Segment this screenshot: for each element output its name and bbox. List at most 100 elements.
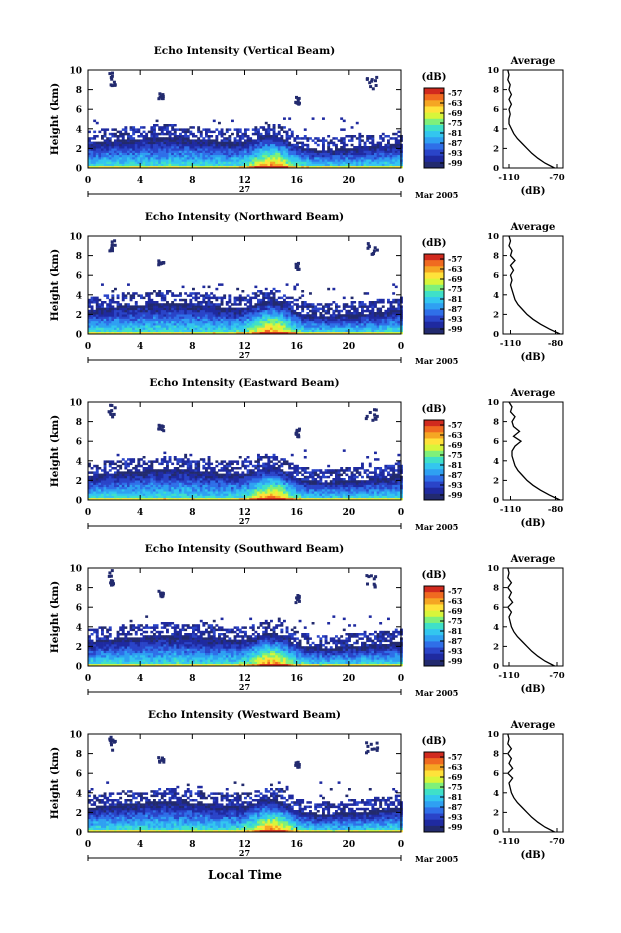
heatmap-cell xyxy=(98,496,101,499)
heatmap-cell xyxy=(278,312,281,315)
heatmap-cell xyxy=(130,319,133,322)
heatmap-cell xyxy=(304,155,307,158)
heatmap-cell xyxy=(345,323,348,326)
heatmap-cell xyxy=(158,487,161,490)
heatmap-cell xyxy=(163,452,166,455)
heatmap-cell xyxy=(265,159,268,162)
heatmap-cell xyxy=(215,319,218,322)
heatmap-cell xyxy=(184,487,187,490)
heatmap-cell xyxy=(218,310,221,313)
heatmap-cell xyxy=(182,144,185,147)
heatmap-cell xyxy=(296,146,299,149)
heatmap-cell xyxy=(156,142,159,145)
heatmap-cell xyxy=(143,460,146,463)
heatmap-cell xyxy=(395,316,398,319)
heatmap-cell xyxy=(187,308,190,311)
heatmap-cell xyxy=(109,460,112,463)
heatmap-cell xyxy=(158,493,161,496)
x-tick-label: 8 xyxy=(189,342,195,352)
heatmap-cell xyxy=(91,319,94,322)
heatmap-cell xyxy=(143,489,146,492)
heatmap-cell xyxy=(140,474,143,477)
heatmap-cell xyxy=(202,142,205,145)
heatmap-cell xyxy=(111,128,114,131)
heatmap-cell xyxy=(215,491,218,494)
heatmap-cell xyxy=(91,137,94,140)
heatmap-cell xyxy=(195,164,198,167)
heatmap-cell xyxy=(343,157,346,160)
heatmap-cell xyxy=(205,327,208,330)
heatmap-cell xyxy=(280,330,283,333)
heatmap-cell xyxy=(200,314,203,317)
heatmap-cell xyxy=(377,312,380,315)
heatmap-cell xyxy=(231,133,234,136)
heatmap-cell xyxy=(117,142,120,145)
heatmap-cell xyxy=(161,482,164,485)
heatmap-cell xyxy=(395,308,398,311)
heatmap-cell xyxy=(117,159,120,162)
heatmap-cell xyxy=(288,301,291,304)
heatmap-cell xyxy=(153,148,156,151)
heatmap-cell xyxy=(392,283,395,286)
heatmap-cell xyxy=(244,460,247,463)
heatmap-cell xyxy=(288,305,291,308)
heatmap-cell xyxy=(249,310,252,313)
heatmap-cell xyxy=(184,146,187,149)
heatmap-cell xyxy=(223,148,226,151)
heatmap-cell xyxy=(200,305,203,308)
heatmap-cell xyxy=(366,292,369,295)
x-tick-label: 8 xyxy=(189,176,195,186)
heatmap-cell xyxy=(106,491,109,494)
heatmap-cell xyxy=(135,493,138,496)
heatmap-cell xyxy=(304,303,307,306)
heatmap-cell xyxy=(202,319,205,322)
heatmap-cell xyxy=(124,155,127,158)
heatmap-cell xyxy=(195,155,198,158)
heatmap-cell xyxy=(343,155,346,158)
heatmap-cell xyxy=(215,137,218,140)
heatmap-cell xyxy=(197,467,200,470)
heatmap-cell xyxy=(135,319,138,322)
heatmap-cell xyxy=(299,148,302,151)
heatmap-cell xyxy=(309,164,312,167)
heatmap-cell xyxy=(231,159,234,162)
heatmap-cell xyxy=(200,327,203,330)
heatmap-cell xyxy=(312,303,315,306)
heatmap-cell xyxy=(327,330,330,333)
heatmap-cell xyxy=(132,297,135,300)
heatmap-cell xyxy=(364,330,367,333)
heatmap-cell xyxy=(156,292,159,295)
heatmap-cell xyxy=(182,469,185,472)
heatmap-cell xyxy=(377,327,380,330)
heatmap-cell xyxy=(297,262,300,265)
x-tick-label: 4 xyxy=(137,342,143,352)
heatmap-cell xyxy=(208,303,211,306)
heatmap-cell xyxy=(234,482,237,485)
heatmap-cell xyxy=(335,148,338,151)
heatmap-cell xyxy=(314,310,317,313)
heatmap-cell xyxy=(223,164,226,167)
heatmap-cell xyxy=(213,120,216,123)
heatmap-cell xyxy=(208,157,211,160)
heatmap-cell xyxy=(130,157,133,160)
heatmap-cell xyxy=(241,148,244,151)
heatmap-cell xyxy=(148,323,151,326)
heatmap-cell xyxy=(122,471,125,474)
heatmap-cell xyxy=(376,249,379,252)
heatmap-cell xyxy=(392,310,395,313)
heatmap-cell xyxy=(275,316,278,319)
heatmap-cell xyxy=(291,157,294,160)
heatmap-cell xyxy=(189,139,192,142)
heatmap-cell xyxy=(262,308,265,311)
heatmap-cell xyxy=(283,316,286,319)
heatmap-cell xyxy=(132,137,135,140)
heatmap-cell xyxy=(187,131,190,134)
heatmap-cell xyxy=(340,155,343,158)
heatmap-cell xyxy=(114,489,117,492)
heatmap-cell xyxy=(293,144,296,147)
heatmap-cell xyxy=(161,325,164,328)
heatmap-cell xyxy=(158,314,161,317)
heatmap-cell xyxy=(137,157,140,160)
heatmap-cell xyxy=(187,316,190,319)
heatmap-cell xyxy=(270,148,273,151)
